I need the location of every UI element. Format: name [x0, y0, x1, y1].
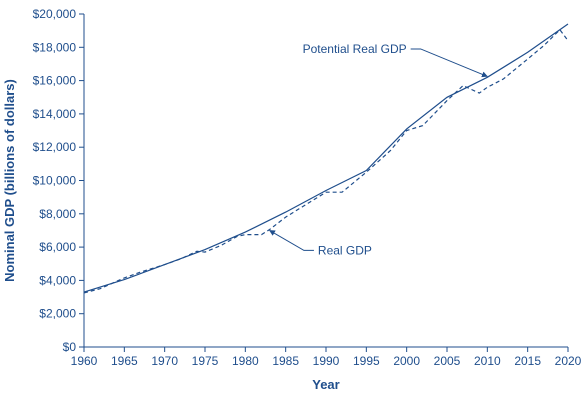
y-tick-label: $0 [63, 340, 77, 354]
real-gdp-label: Real GDP [318, 243, 372, 257]
x-tick-label: 1980 [232, 354, 259, 368]
x-tick-label: 2010 [474, 354, 501, 368]
x-tick-label: 1995 [353, 354, 380, 368]
y-tick-label: $12,000 [33, 140, 77, 154]
y-tick-label: $8,000 [39, 207, 76, 221]
real-gdp-arrow [269, 230, 314, 251]
y-tick-label: $14,000 [33, 107, 77, 121]
potential-real-gdp-arrow [410, 48, 488, 78]
y-tick-label: $18,000 [33, 40, 77, 54]
potential-real-gdp-label: Potential Real GDP [303, 42, 407, 56]
x-tick-label: 1985 [272, 354, 299, 368]
y-tick-label: $2,000 [39, 307, 76, 321]
x-tick-label: 2000 [393, 354, 420, 368]
x-axis: 1960 1965 1970 1975 1980 1985 1990 1995 2000 2005… [71, 346, 582, 368]
series-lines [83, 23, 569, 294]
real-gdp-line [83, 28, 569, 294]
x-tick-label: 1970 [151, 354, 178, 368]
y-axis-title: Nominal GDP (billions of dollars) [2, 79, 17, 282]
y-tick-label: $16,000 [33, 74, 77, 88]
x-tick-label: 1965 [111, 354, 138, 368]
y-tick-label: $10,000 [33, 174, 77, 188]
x-tick-label: 2005 [434, 354, 461, 368]
y-tick-label: $6,000 [39, 240, 76, 254]
y-tick-label: $20,000 [33, 7, 77, 21]
y-axis: $0 $2,000 $4,000 $6,000 $8,000 $10,000 $12,000… [33, 7, 85, 354]
y-tick-label: $4,000 [39, 273, 76, 287]
x-axis-title: Year [312, 377, 339, 392]
annotations: Potential Real GDP Real GDP [269, 42, 488, 257]
x-tick-label: 1990 [313, 354, 340, 368]
x-tick-label: 1960 [71, 354, 98, 368]
x-tick-label: 2020 [555, 354, 582, 368]
x-tick-label: 1975 [192, 354, 219, 368]
x-tick-label: 2015 [514, 354, 541, 368]
